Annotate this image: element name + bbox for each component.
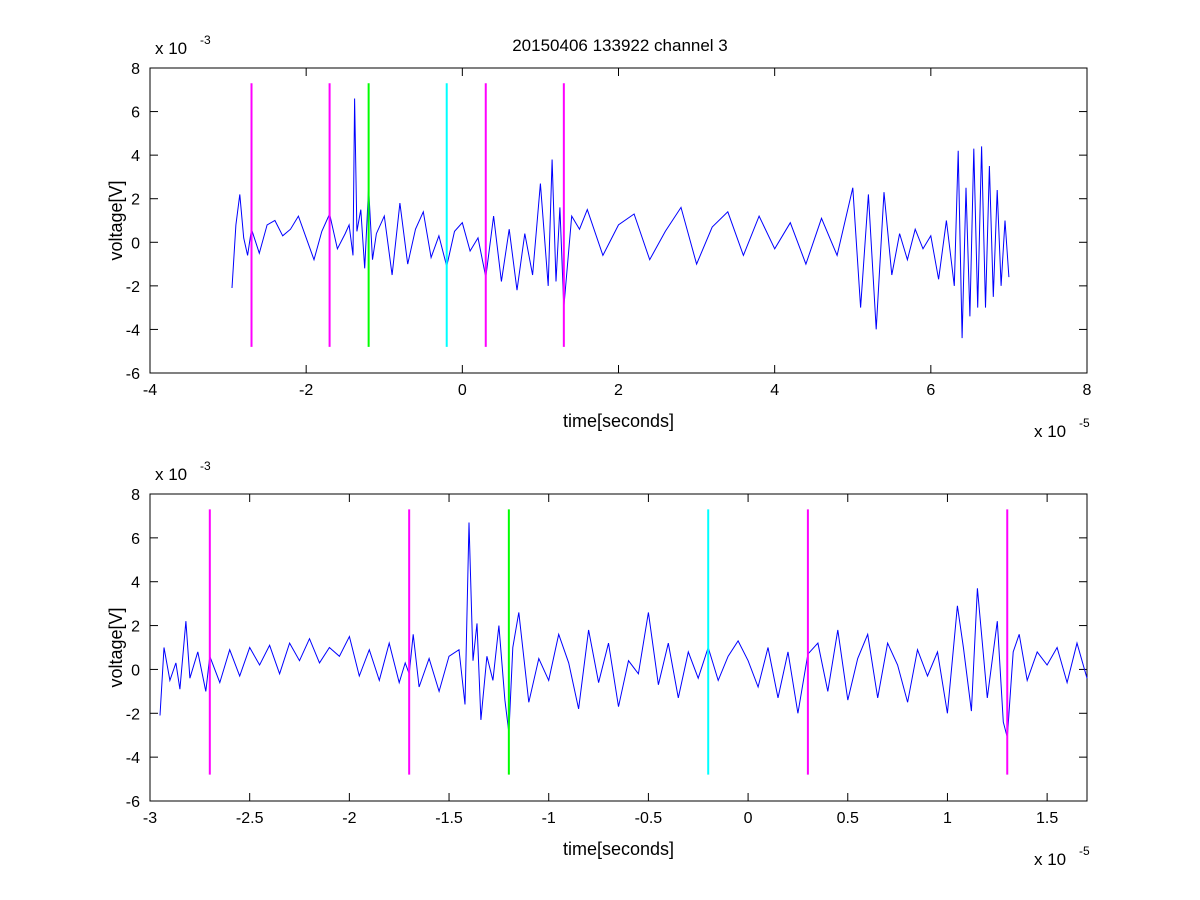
x-tick-label: -3: [143, 810, 157, 827]
y-multiplier-label: x 10: [155, 465, 187, 484]
figure-title: 20150406 133922 channel 3: [512, 36, 728, 55]
x-axis-label: time[seconds]: [563, 411, 674, 431]
x-multiplier-label: x 10: [1034, 850, 1066, 869]
x-multiplier-label: x 10: [1034, 422, 1066, 441]
x-tick-label: 0: [744, 810, 753, 827]
y-axis-label: voltage[V]: [106, 607, 126, 687]
y-multiplier-exponent: -3: [200, 33, 211, 47]
x-tick-label: 6: [926, 382, 935, 399]
y-tick-label: -4: [126, 750, 140, 767]
x-multiplier-exponent: -5: [1079, 416, 1090, 430]
y-multiplier-label: x 10: [155, 39, 187, 58]
x-multiplier-exponent: -5: [1079, 844, 1090, 858]
y-tick-label: 8: [131, 61, 140, 78]
y-tick-label: 8: [131, 487, 140, 504]
signal-line: [231, 98, 1010, 339]
y-axis-label: voltage[V]: [106, 180, 126, 260]
x-tick-label: -0.5: [635, 810, 663, 827]
y-tick-label: -2: [126, 706, 140, 723]
y-tick-label: 0: [131, 662, 140, 679]
y-tick-label: -4: [126, 322, 140, 339]
y-tick-label: 4: [131, 148, 140, 165]
x-tick-label: 0.5: [837, 810, 859, 827]
x-tick-label: -2.5: [236, 810, 264, 827]
x-tick-label: 1: [943, 810, 952, 827]
x-tick-label: 4: [770, 382, 779, 399]
x-tick-label: -2: [299, 382, 313, 399]
y-tick-label: 2: [131, 192, 140, 209]
x-tick-label: -2: [342, 810, 356, 827]
signal-line: [159, 522, 1088, 738]
axes-top: -4 -2 0 2 4 6 8-6-4-202468time[seconds]voltage…: [106, 33, 1092, 441]
y-tick-label: 6: [131, 105, 140, 122]
y-tick-label: -2: [126, 279, 140, 296]
y-tick-label: 0: [131, 235, 140, 252]
x-tick-label: 1.5: [1036, 810, 1058, 827]
x-tick-label: -1.5: [435, 810, 463, 827]
axes-frame: [149, 493, 1088, 802]
x-tick-label: -1: [542, 810, 556, 827]
y-tick-label: 6: [131, 531, 140, 548]
x-tick-label: -4: [143, 382, 157, 399]
x-axis-label: time[seconds]: [563, 839, 674, 859]
axes-bottom: -3 -2.5 -2 -1.5 -1 -0.5 0 0.5 1 1.5 -6 -4 -2 0 2 4 6 8 tim…: [106, 459, 1090, 869]
x-tick-label: 8: [1083, 382, 1092, 399]
x-tick-label: 2: [614, 382, 623, 399]
y-tick-label: -6: [126, 366, 140, 383]
x-tick-label: 0: [458, 382, 467, 399]
y-tick-label: -6: [126, 794, 140, 811]
y-tick-label: 2: [131, 619, 140, 636]
y-tick-label: 4: [131, 575, 140, 592]
y-multiplier-exponent: -3: [200, 459, 211, 473]
